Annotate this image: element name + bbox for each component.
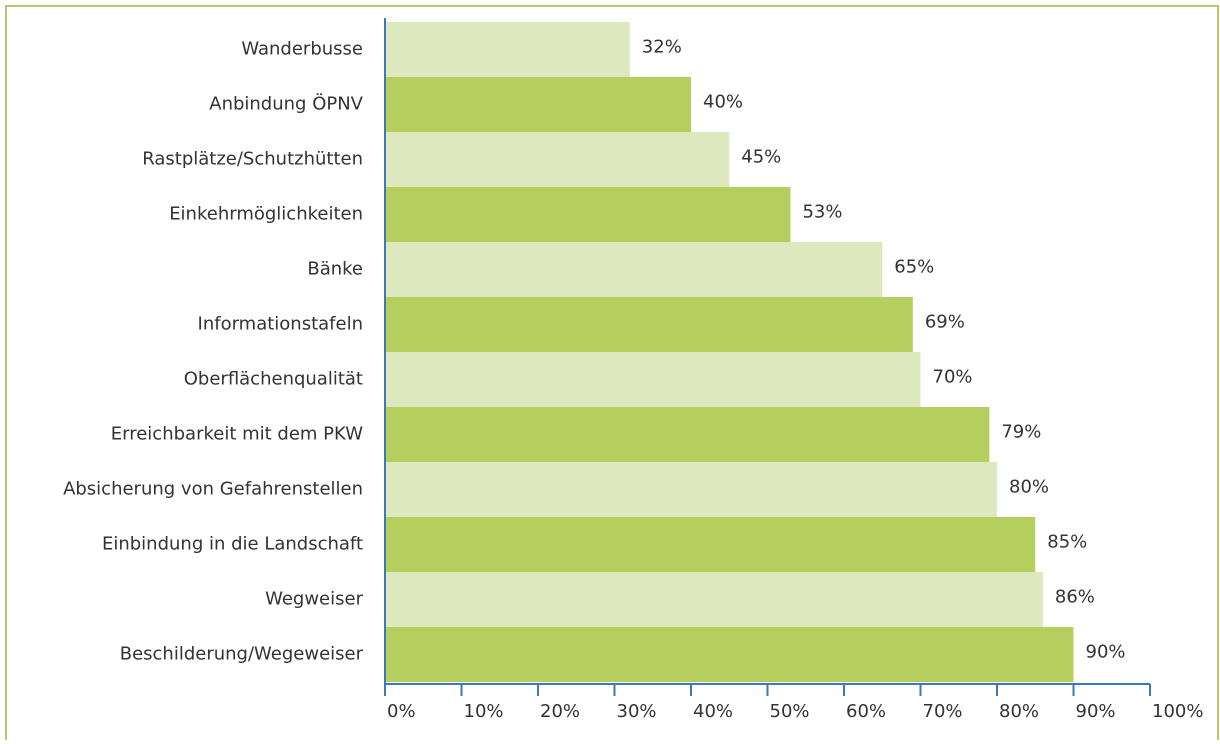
bar bbox=[385, 517, 1036, 572]
category-label: Rastplätze/Schutzhütten bbox=[142, 149, 363, 170]
x-tick-label: 60% bbox=[846, 701, 886, 722]
bar bbox=[385, 242, 883, 297]
category-label: Bänke bbox=[307, 259, 363, 280]
bar bbox=[385, 297, 913, 352]
bar bbox=[385, 407, 990, 462]
value-label: 32% bbox=[642, 37, 682, 58]
x-tick-label: 90% bbox=[1076, 701, 1116, 722]
bar bbox=[385, 352, 921, 407]
bar bbox=[385, 77, 691, 132]
x-tick-label: 50% bbox=[770, 701, 810, 722]
x-tick-label: 10% bbox=[464, 701, 504, 722]
x-tick-label: 40% bbox=[693, 701, 733, 722]
value-label: 85% bbox=[1047, 532, 1087, 553]
category-label: Oberflächenqualität bbox=[184, 369, 363, 390]
bar bbox=[385, 22, 630, 77]
bar bbox=[385, 187, 791, 242]
value-label: 65% bbox=[894, 257, 934, 278]
category-label: Beschilderung/Wegeweiser bbox=[120, 644, 364, 665]
value-label: 53% bbox=[802, 202, 842, 223]
category-label: Erreichbarkeit mit dem PKW bbox=[111, 424, 363, 445]
x-tick-label: 0% bbox=[387, 701, 416, 722]
category-label: Einbindung in die Landschaft bbox=[102, 534, 363, 555]
value-label: 69% bbox=[925, 312, 965, 333]
value-label: 90% bbox=[1086, 642, 1126, 663]
x-tick-label: 20% bbox=[540, 701, 580, 722]
x-tick-label: 80% bbox=[999, 701, 1039, 722]
bar bbox=[385, 132, 730, 187]
bar bbox=[385, 462, 997, 517]
bar bbox=[385, 627, 1074, 682]
value-label: 70% bbox=[933, 367, 973, 388]
category-label: Absicherung von Gefahrenstellen bbox=[63, 479, 363, 500]
x-tick-label: 30% bbox=[617, 701, 657, 722]
value-label: 79% bbox=[1001, 422, 1041, 443]
frame bbox=[5, 5, 1219, 744]
value-label: 80% bbox=[1009, 477, 1049, 498]
bar bbox=[385, 572, 1043, 627]
x-tick-label: 100% bbox=[1152, 701, 1203, 722]
x-tick-label: 70% bbox=[923, 701, 963, 722]
category-label: Anbindung ÖPNV bbox=[209, 93, 363, 115]
value-label: 45% bbox=[741, 147, 781, 168]
category-label: Informationstafeln bbox=[198, 314, 363, 335]
value-label: 86% bbox=[1055, 587, 1095, 608]
value-label: 40% bbox=[703, 92, 743, 113]
category-label: Wanderbusse bbox=[241, 39, 363, 60]
category-label: Einkehrmöglichkeiten bbox=[169, 204, 363, 225]
category-label: Wegweiser bbox=[265, 589, 363, 610]
